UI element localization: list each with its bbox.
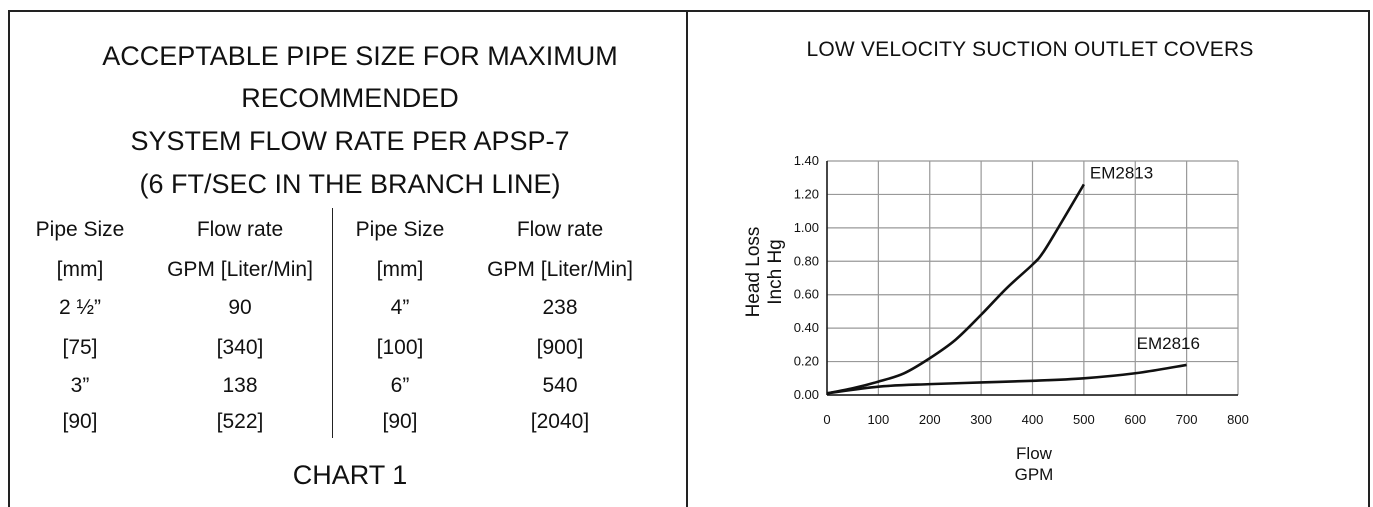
table-cell: 540 xyxy=(542,374,578,397)
x-tick-label: 300 xyxy=(970,412,992,427)
table-cell: 138 xyxy=(222,374,258,397)
x-tick-label: 800 xyxy=(1227,412,1249,427)
table-cell: [2040] xyxy=(530,410,590,433)
y-axis-label-line-1: Head Loss xyxy=(743,227,764,318)
table-caption: CHART 1 xyxy=(292,460,408,490)
x-axis-label-line-2: GPM xyxy=(1015,465,1054,484)
table-title-line-4: (6 FT/SEC IN THE BRANCH LINE) xyxy=(139,169,561,199)
table-cell: 90 xyxy=(228,296,252,319)
chart-tick-labels: 0 100 200 300 400 500 600 700 800 0.00 0.20 0.40 0.6… xyxy=(794,153,1249,427)
chart-series: EM2813 EM2816 xyxy=(826,163,1200,395)
chart-axis-labels: Head Loss Inch Hg Flow GPM xyxy=(743,227,1053,484)
series-line-em2816 xyxy=(826,363,1187,395)
table-cell: 238 xyxy=(542,296,578,319)
table-cell: 6” xyxy=(390,374,410,397)
x-tick-label: 700 xyxy=(1176,412,1198,427)
header-pipe-size-2: Pipe Size xyxy=(355,218,445,241)
y-tick-label: 0.00 xyxy=(794,387,819,402)
frame-right-border xyxy=(1368,10,1370,507)
y-axis-label-line-2: Inch Hg xyxy=(765,239,786,304)
table-title-line-3: SYSTEM FLOW RATE PER APSP-7 xyxy=(130,126,570,156)
table-cell: [100] xyxy=(376,336,424,359)
y-tick-label: 0.20 xyxy=(794,354,819,369)
frame-divider xyxy=(686,10,688,507)
header-unit-gpm-1: GPM [Liter/Min] xyxy=(167,258,313,281)
frame-left-border xyxy=(8,10,10,507)
x-tick-label: 100 xyxy=(868,412,890,427)
table-cell: [90] xyxy=(382,410,418,433)
y-tick-label: 0.80 xyxy=(794,253,819,268)
x-axis-label-line-1: Flow xyxy=(1016,444,1053,463)
header-flow-rate-1: Flow rate xyxy=(196,218,284,241)
frame-top-border xyxy=(8,10,1370,12)
header-unit-mm-1: [mm] xyxy=(56,258,104,281)
y-tick-label: 0.60 xyxy=(794,287,819,302)
header-unit-mm-2: [mm] xyxy=(376,258,424,281)
series-line-em2813 xyxy=(826,183,1085,395)
table-column-divider xyxy=(332,208,333,438)
table-cell: [900] xyxy=(536,336,584,359)
chart-axes xyxy=(826,161,1238,396)
table-title-line-2: RECOMMENDED xyxy=(241,83,459,113)
table-cell: 3” xyxy=(70,374,90,397)
x-tick-label: 0 xyxy=(823,412,830,427)
header-pipe-size-1: Pipe Size xyxy=(35,218,125,241)
x-tick-label: 600 xyxy=(1124,412,1146,427)
y-tick-label: 1.00 xyxy=(794,220,819,235)
y-tick-label: 1.20 xyxy=(794,186,819,201)
y-tick-label: 0.40 xyxy=(794,320,819,335)
table-cell: 2 ½” xyxy=(58,296,102,319)
series-label-em2816: EM2816 xyxy=(1137,334,1200,353)
chart-grid xyxy=(826,160,1239,396)
x-tick-label: 400 xyxy=(1022,412,1044,427)
header-unit-gpm-2: GPM [Liter/Min] xyxy=(487,258,633,281)
table-title-line-1: ACCEPTABLE PIPE SIZE FOR MAXIMUM xyxy=(102,41,618,71)
chart-title: LOW VELOCITY SUCTION OUTLET COVERS xyxy=(806,38,1254,61)
x-tick-label: 500 xyxy=(1073,412,1095,427)
table-cell: 4” xyxy=(390,296,410,319)
table-cell: [522] xyxy=(216,410,264,433)
header-flow-rate-2: Flow rate xyxy=(516,218,604,241)
x-tick-label: 200 xyxy=(919,412,941,427)
table-cell: [75] xyxy=(62,336,98,359)
y-tick-label: 1.40 xyxy=(794,153,819,168)
table-cell: [340] xyxy=(216,336,264,359)
table-cell: [90] xyxy=(62,410,98,433)
series-label-em2813: EM2813 xyxy=(1090,163,1153,182)
